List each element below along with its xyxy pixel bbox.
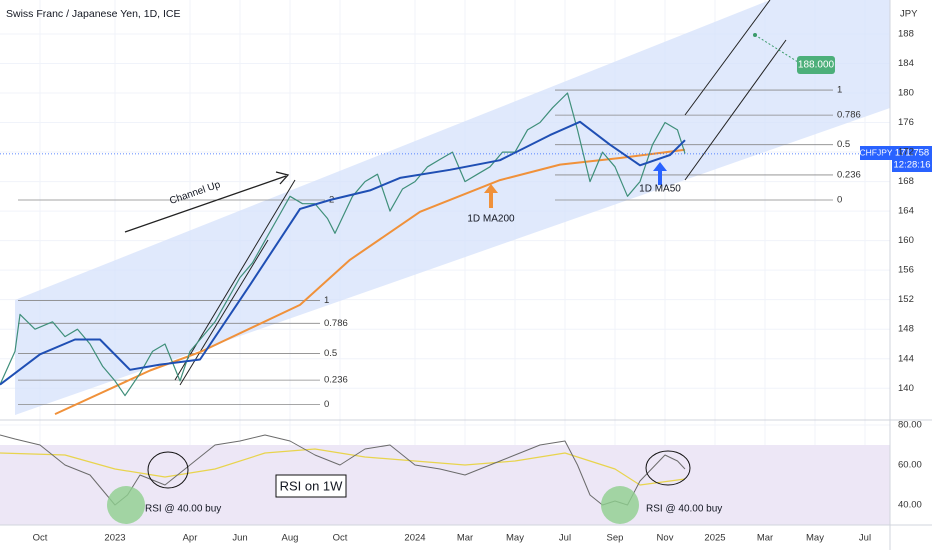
rsi-highlight xyxy=(601,486,639,524)
price-tag xyxy=(892,146,932,172)
x-tick-label: Jul xyxy=(859,533,871,544)
rsi-band xyxy=(0,445,890,525)
y-tick-label: 180 xyxy=(898,88,914,99)
annotation: RSI @ 40.00 buy xyxy=(646,504,722,515)
annotation: 1D MA200 xyxy=(467,214,515,225)
y-tick-label: 172 xyxy=(898,147,914,158)
fib-label: 0.786 xyxy=(837,110,861,121)
rsi-tick-label: 60.00 xyxy=(898,460,922,471)
x-tick-label: Nov xyxy=(657,533,674,544)
x-tick-label: Aug xyxy=(282,533,299,544)
rsi-tick-label: 80.00 xyxy=(898,420,922,431)
arrow-head xyxy=(275,171,290,185)
y-tick-label: 168 xyxy=(898,176,914,187)
fib-label: 0.236 xyxy=(324,375,348,386)
x-tick-label: 2024 xyxy=(404,533,425,544)
x-tick-label: Jul xyxy=(559,533,571,544)
rsi-ellipse xyxy=(147,451,189,489)
y-tick-label: 148 xyxy=(898,324,914,335)
rsi-note-box xyxy=(275,474,347,498)
rsi-highlight xyxy=(107,486,145,524)
annotation: 1D MA50 xyxy=(639,184,681,195)
y-tick-label: 176 xyxy=(898,117,914,128)
fib-label: 0.5 xyxy=(324,348,337,359)
fib-label: 0.236 xyxy=(837,169,861,180)
x-tick-label: Mar xyxy=(457,533,473,544)
currency-label: JPY xyxy=(900,9,918,20)
ma50-line xyxy=(0,120,686,386)
y-tick-label: 164 xyxy=(898,206,914,217)
x-tick-label: May xyxy=(806,533,824,544)
drawings xyxy=(124,0,799,386)
ma200-line xyxy=(54,148,686,416)
target-label: 188.000 xyxy=(798,60,835,71)
target-box xyxy=(797,56,835,74)
trend-line xyxy=(174,179,296,381)
annotation: RSI @ 40.00 buy xyxy=(145,504,221,515)
fib-label: 0.5 xyxy=(837,139,850,150)
x-tick-label: Jun xyxy=(232,533,247,544)
x-tick-label: May xyxy=(506,533,524,544)
fib-label: 1 xyxy=(837,85,842,96)
countdown: 12:28:16 xyxy=(894,160,931,171)
x-tick-label: 2025 xyxy=(704,533,725,544)
x-tick-label: Apr xyxy=(183,533,198,544)
y-tick-label: 152 xyxy=(898,294,914,305)
target-point xyxy=(753,33,757,37)
y-tick-label: 184 xyxy=(898,58,914,69)
x-tick-label: Sep xyxy=(607,533,624,544)
annotation: RSI on 1W xyxy=(280,478,344,493)
last-price: 171.758 xyxy=(895,148,929,159)
rsi-ma-line xyxy=(0,448,686,486)
ticker-label: CHFJPY xyxy=(859,147,892,157)
y-tick-label: 156 xyxy=(898,265,914,276)
arrow-line xyxy=(124,175,287,233)
chart-title: Swiss Franc / Japanese Yen, 1D, ICE xyxy=(6,8,181,20)
x-tick-label: Mar xyxy=(757,533,773,544)
x-tick-label: 2023 xyxy=(104,533,125,544)
ma50-arrow xyxy=(653,162,667,185)
ticker-tag xyxy=(860,146,893,160)
fib-label: 1 xyxy=(324,295,329,306)
rsi-ellipse xyxy=(645,450,691,486)
channel xyxy=(15,0,890,415)
trend-line xyxy=(684,39,787,181)
y-tick-label: 140 xyxy=(898,383,914,394)
fib-label: 0 xyxy=(837,195,842,206)
x-tick-label: Oct xyxy=(333,533,348,544)
y-tick-label: 144 xyxy=(898,353,914,364)
trend-line xyxy=(684,0,771,116)
fib-label: 0 xyxy=(324,399,329,410)
ma200-arrow xyxy=(484,184,498,208)
y-tick-label: 160 xyxy=(898,235,914,246)
x-tick-label: Oct xyxy=(33,533,48,544)
target-line xyxy=(754,34,799,63)
y-tick-label: 188 xyxy=(898,28,914,39)
fib-label: 0.786 xyxy=(324,318,348,329)
rsi-tick-label: 40.00 xyxy=(898,500,922,511)
